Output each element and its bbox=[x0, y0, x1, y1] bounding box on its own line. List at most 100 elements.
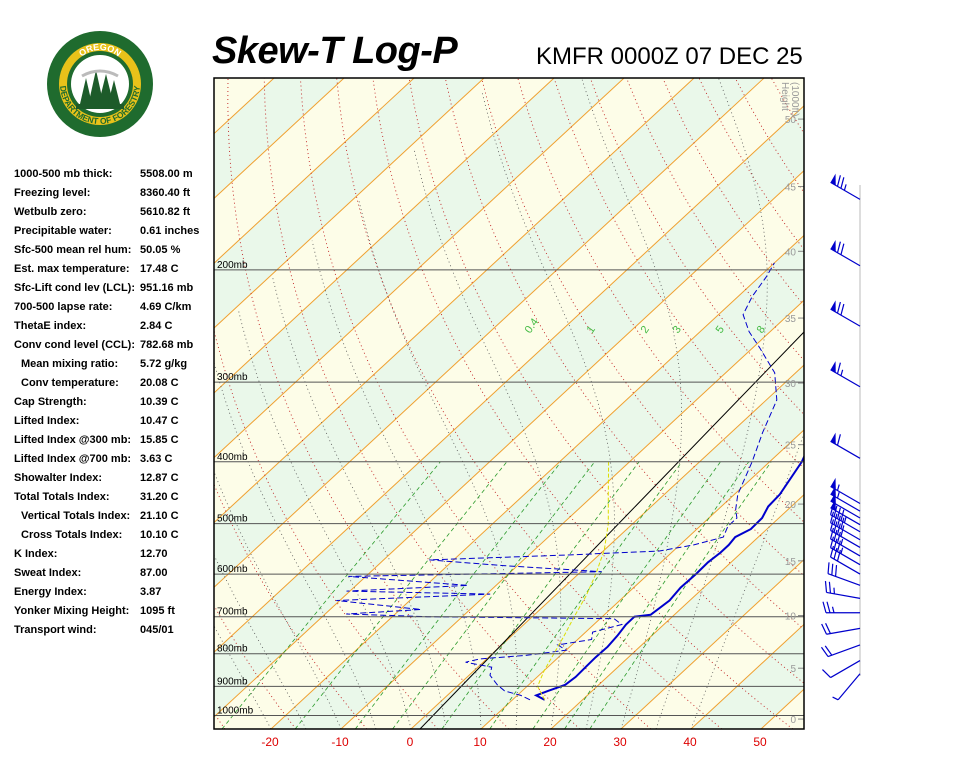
wind-barb-staff bbox=[830, 547, 861, 566]
x-tick-label: 20 bbox=[543, 735, 557, 749]
index-label: Showalter Index: bbox=[14, 472, 103, 484]
wind-barb bbox=[822, 660, 861, 679]
wind-barb-feather bbox=[829, 503, 835, 515]
dry-adiabat-line bbox=[408, 78, 804, 684]
dry-adiabat-line bbox=[880, 78, 960, 729]
height-tick-label: 20 bbox=[785, 500, 797, 511]
wind-barb-flag bbox=[830, 432, 836, 445]
index-label: Est. max temperature: bbox=[14, 263, 130, 275]
index-label: 700-500 lapse rate: bbox=[14, 301, 113, 313]
moist-adiabat-line bbox=[272, 276, 447, 729]
wind-barb bbox=[829, 527, 861, 557]
wind-barb-staff bbox=[830, 538, 861, 557]
wind-barb-staff bbox=[830, 660, 861, 679]
index-row: Lifted Index @300 mb: 15.85 C bbox=[14, 434, 214, 453]
index-value: 951.16 mb bbox=[140, 282, 194, 294]
index-label: Transport wind: bbox=[14, 624, 97, 636]
index-row: Conv temperature: 20.08 C bbox=[14, 377, 214, 396]
index-value: 15.85 C bbox=[140, 434, 179, 446]
index-value: 17.48 C bbox=[140, 263, 179, 275]
dry-adiabat-line bbox=[336, 78, 723, 729]
dry-adiabat-line bbox=[844, 78, 960, 729]
moist-adiabat-line bbox=[358, 199, 518, 729]
dry-adiabat-line bbox=[214, 712, 226, 729]
index-row: Precipitable water: 0.61 inches bbox=[14, 225, 214, 244]
dry-adiabat-line bbox=[517, 78, 804, 523]
pressure-label: 1000mb bbox=[217, 705, 254, 716]
index-label: Sfc-500 mean rel hum: bbox=[14, 244, 132, 256]
isotherm-line bbox=[0, 78, 204, 729]
dry-adiabat-line bbox=[214, 328, 439, 729]
wind-barb-feather bbox=[836, 540, 841, 552]
wind-barb-feather bbox=[834, 565, 838, 577]
height-tick-label: 25 bbox=[785, 441, 797, 452]
mixing-ratio-line bbox=[441, 461, 640, 729]
wind-barb bbox=[832, 673, 861, 701]
wind-barb-flag bbox=[830, 173, 836, 186]
x-tick-label: 40 bbox=[683, 735, 697, 749]
wind-barb-staff bbox=[827, 573, 861, 586]
wind-barb-feather bbox=[829, 536, 835, 548]
x-tick-label: -20 bbox=[261, 735, 279, 749]
index-label: Mean mixing ratio: bbox=[21, 358, 119, 370]
wind-barb-half-feather bbox=[843, 516, 847, 523]
wind-barb-feather bbox=[824, 581, 828, 593]
wind-barb-flag bbox=[830, 300, 836, 313]
dry-adiabat-line bbox=[214, 604, 297, 729]
wind-barb bbox=[829, 503, 861, 533]
wind-barb-feather bbox=[833, 513, 838, 525]
mixing-ratio-line bbox=[564, 461, 750, 729]
isotherm-line bbox=[214, 105, 804, 653]
index-row: 1000-500 mb thick: 5508.00 m bbox=[14, 168, 214, 187]
wind-barb-flag bbox=[830, 361, 836, 373]
index-row: ThetaE index: 2.84 C bbox=[14, 320, 214, 339]
wind-barb-feather bbox=[836, 531, 841, 544]
isotherm-line bbox=[214, 78, 555, 394]
mixing-ratio-label: 1 bbox=[585, 324, 598, 336]
wind-barb-flag bbox=[830, 485, 836, 498]
isotherm-line bbox=[214, 78, 415, 264]
wind-barb-half-feather bbox=[831, 606, 835, 613]
mixing-ratio-label: 3 bbox=[671, 324, 684, 336]
wind-barb-feather bbox=[829, 511, 835, 523]
index-label: Total Totals Index: bbox=[14, 491, 110, 503]
isotherm-line bbox=[214, 78, 345, 200]
wind-barb bbox=[830, 432, 861, 459]
isotherm-line bbox=[0, 78, 134, 729]
wind-barb-staff bbox=[830, 440, 861, 459]
index-value: 10.47 C bbox=[140, 415, 179, 427]
temperature-band bbox=[0, 78, 204, 729]
logo-top-text: OREGON bbox=[77, 42, 123, 59]
index-label: Lifted Index: bbox=[14, 415, 80, 427]
height-tick-label: 40 bbox=[785, 247, 797, 258]
wind-barb-staff bbox=[827, 644, 861, 658]
wind-barb-flag bbox=[830, 240, 836, 252]
wind-barb-feather bbox=[840, 517, 845, 529]
chart-title: Skew-T Log-P bbox=[212, 30, 458, 72]
wind-barb-feather bbox=[840, 509, 845, 521]
pressure-label: 900mb bbox=[217, 676, 248, 687]
wind-barb bbox=[829, 545, 861, 575]
wind-barb-feather bbox=[825, 623, 831, 634]
index-row: Lifted Index: 10.47 C bbox=[14, 415, 214, 434]
wind-barb-half-feather bbox=[840, 369, 844, 376]
mixing-ratio-label: 5 bbox=[714, 324, 727, 336]
wind-barb-staff bbox=[830, 181, 861, 200]
index-row: Energy Index: 3.87 bbox=[14, 586, 214, 605]
wind-barb-staff bbox=[826, 627, 861, 635]
mixing-ratio-line bbox=[221, 461, 441, 729]
wind-barb-feather bbox=[833, 505, 838, 517]
index-row: Sfc-Lift cond lev (LCL): 951.16 mb bbox=[14, 282, 214, 301]
wind-barb-feather bbox=[826, 601, 831, 613]
mixing-ratio-line bbox=[294, 461, 508, 729]
mixing-ratio-line bbox=[354, 461, 562, 729]
stability-indices-list: 1000-500 mb thick: 5508.00 m Freezing leve… bbox=[14, 168, 214, 643]
wind-barb-feather bbox=[836, 434, 841, 446]
isotherm-line bbox=[214, 78, 625, 459]
wind-barb-feather bbox=[827, 562, 830, 574]
isotherm-line bbox=[0, 78, 64, 729]
wind-barb-feather bbox=[821, 623, 828, 635]
index-value: 0.61 inches bbox=[140, 225, 200, 237]
index-value: 4.69 C/km bbox=[140, 301, 192, 313]
temperature-band bbox=[214, 78, 415, 264]
